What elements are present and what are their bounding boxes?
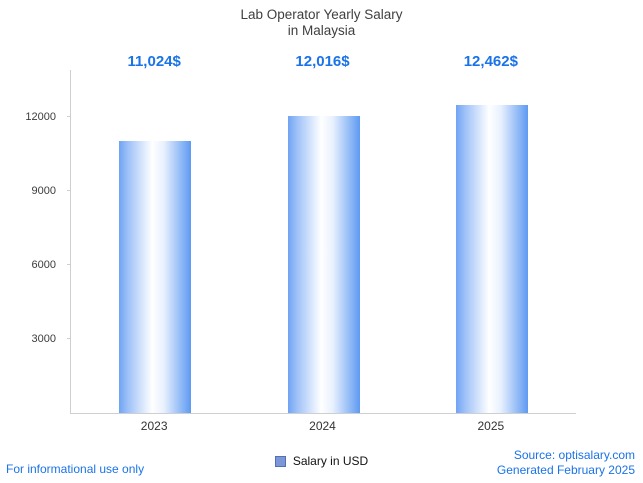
chart-legend: Salary in USD — [0, 453, 643, 469]
chart-title: Lab Operator Yearly Salary in Malaysia — [0, 7, 643, 39]
x-tick-label: 2025 — [477, 419, 505, 433]
y-tick-label: 6000 — [31, 258, 56, 271]
source-text: Source: optisalary.com — [513, 448, 635, 462]
legend-marker-icon — [274, 455, 286, 467]
y-tick-mark — [67, 189, 71, 191]
value-labels-row: 11,024$ 12,016$ 12,462$ — [70, 53, 575, 73]
source-block: Source: optisalary.com Generated Februar… — [497, 448, 635, 478]
bar-2025 — [455, 105, 528, 413]
x-tick-label: 2023 — [140, 419, 168, 433]
y-axis-labels: 3000 6000 9000 12000 — [0, 70, 64, 413]
y-tick-mark — [67, 115, 71, 117]
y-tick-mark — [67, 337, 71, 339]
x-axis-labels: 2023 2024 2025 — [70, 419, 575, 435]
disclaimer-text: For informational use only — [6, 462, 145, 476]
x-tick-label: 2024 — [309, 419, 336, 433]
bar-2023 — [119, 141, 192, 413]
bar-value-label: 12,016$ — [295, 53, 350, 70]
chart-title-line1: Lab Operator Yearly Salary — [240, 7, 403, 22]
generated-text: Generated February 2025 — [496, 463, 635, 477]
legend-label: Salary in USD — [292, 454, 369, 468]
y-tick-label: 9000 — [31, 184, 56, 197]
plot-area — [67, 70, 576, 414]
bar-value-label: 12,462$ — [463, 53, 518, 70]
y-tick-label: 3000 — [31, 332, 56, 345]
bar-2024 — [287, 116, 360, 413]
bar-value-label: 11,024$ — [127, 53, 181, 70]
y-tick-label: 12000 — [25, 110, 56, 123]
chart-title-line2: in Malaysia — [287, 23, 356, 38]
y-tick-mark — [67, 263, 71, 265]
